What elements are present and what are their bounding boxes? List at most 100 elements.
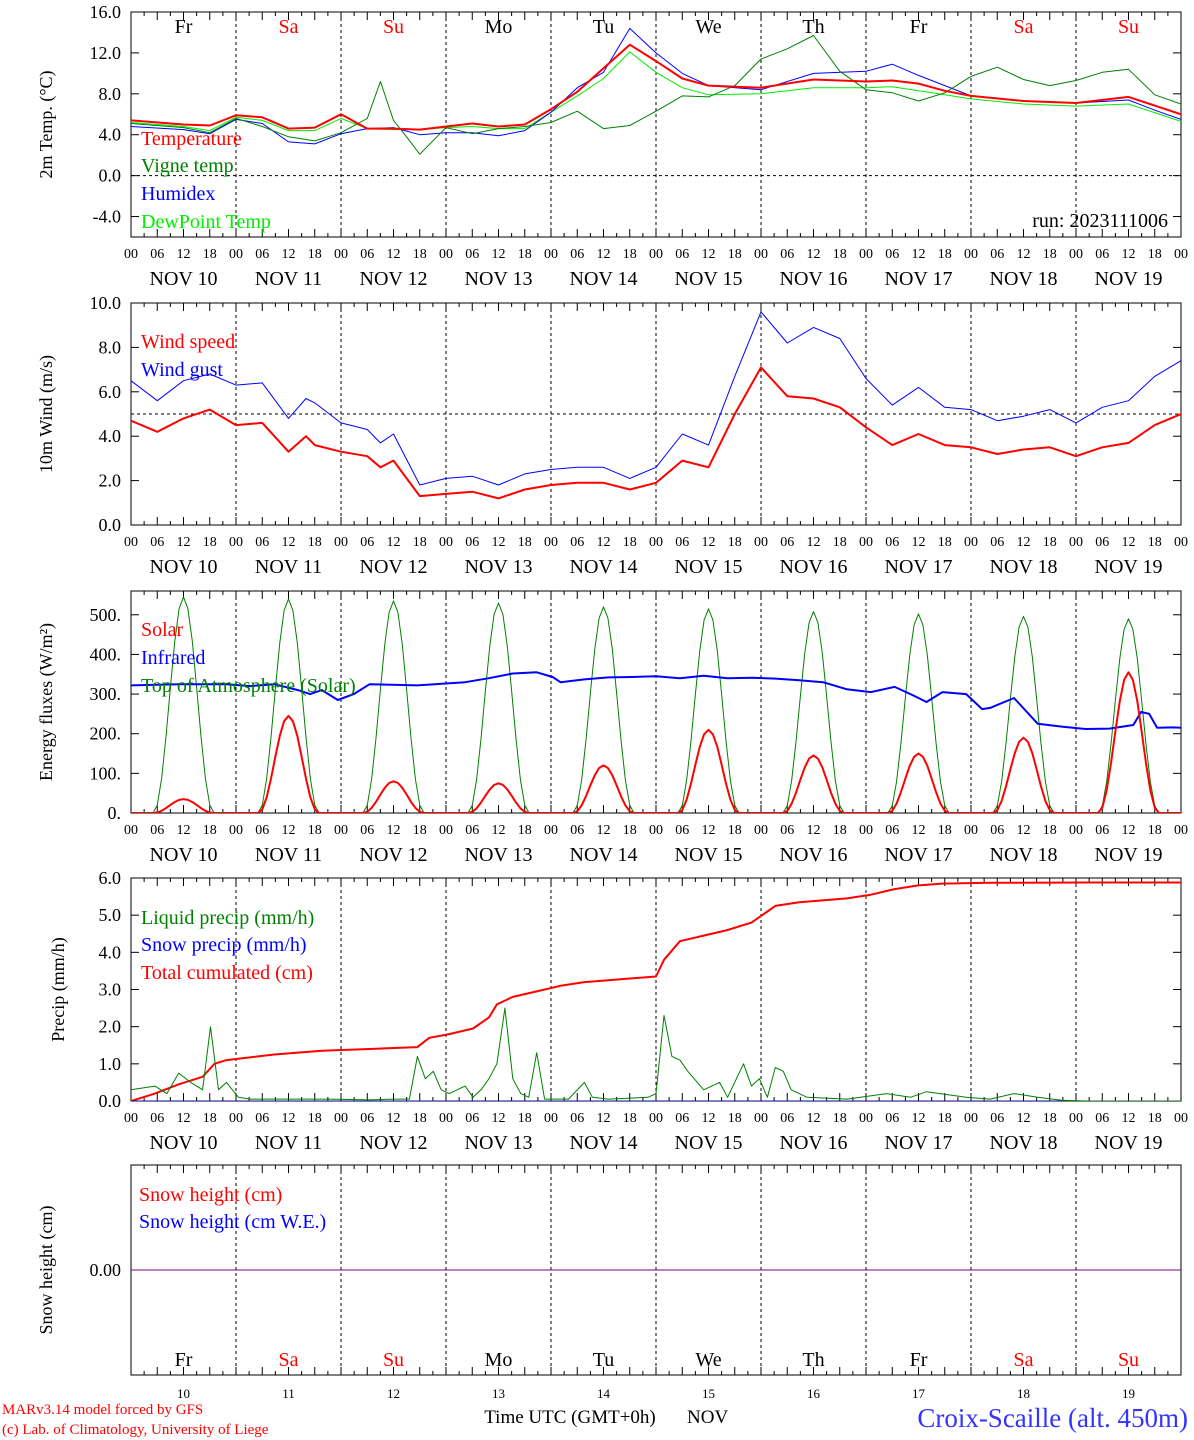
hour-tick-label: 12 bbox=[282, 823, 296, 838]
hour-tick-label: 18 bbox=[728, 247, 742, 262]
hour-tick-label: 12 bbox=[597, 535, 611, 550]
hour-tick-label: 00 bbox=[649, 247, 663, 262]
y-tick-label: 2.0 bbox=[99, 1017, 122, 1037]
y-tick-label: 10.0 bbox=[90, 293, 122, 313]
hour-tick-label: 06 bbox=[570, 823, 584, 838]
series-line-2 bbox=[131, 35, 1181, 155]
hour-tick-label: 00 bbox=[964, 535, 978, 550]
hour-tick-label: 00 bbox=[754, 247, 768, 262]
date-label: NOV 17 bbox=[885, 268, 953, 290]
hour-tick-label: 06 bbox=[885, 247, 899, 262]
hour-tick-label: 12 bbox=[177, 1111, 191, 1126]
date-label: NOV 19 bbox=[1095, 556, 1163, 578]
date-label: NOV 13 bbox=[465, 556, 533, 578]
hour-tick-label: 06 bbox=[780, 1111, 794, 1126]
hour-tick-label: 06 bbox=[255, 823, 269, 838]
legend-entry: Temperature bbox=[141, 128, 242, 150]
hour-tick-label: 18 bbox=[203, 823, 217, 838]
y-axis-label: Snow height (cm) bbox=[36, 1206, 57, 1335]
day-number-label: 10 bbox=[177, 1386, 190, 1401]
y-tick-label: 0.0 bbox=[99, 1091, 122, 1111]
hour-tick-label: 12 bbox=[492, 1111, 506, 1126]
hour-tick-label: 18 bbox=[413, 535, 427, 550]
lab-credit: (c) Lab. of Climatology, University of L… bbox=[2, 1422, 269, 1438]
hour-tick-label: 12 bbox=[597, 1111, 611, 1126]
time-axis-title: Time UTC (GMT+0h) bbox=[484, 1407, 656, 1428]
hour-tick-label: 00 bbox=[964, 823, 978, 838]
y-tick-label: 0.0 bbox=[99, 515, 122, 535]
weekday-label: Fr bbox=[175, 1349, 193, 1371]
hour-tick-label: 06 bbox=[885, 823, 899, 838]
weekday-label: Su bbox=[383, 1349, 404, 1371]
weekday-label: Tu bbox=[593, 16, 615, 38]
hour-tick-label: 06 bbox=[255, 1111, 269, 1126]
hour-tick-label: 18 bbox=[413, 247, 427, 262]
legend-entry: Snow height (cm W.E.) bbox=[139, 1211, 326, 1233]
y-tick-label: 500. bbox=[90, 605, 122, 625]
hour-tick-label: 00 bbox=[964, 247, 978, 262]
y-tick-label: 2.0 bbox=[99, 471, 122, 491]
hour-tick-label: 06 bbox=[570, 535, 584, 550]
date-label: NOV 19 bbox=[1095, 268, 1163, 290]
hour-tick-label: 12 bbox=[1122, 247, 1136, 262]
hour-tick-label: 06 bbox=[1095, 823, 1109, 838]
series-line-3 bbox=[131, 596, 1181, 813]
hour-tick-label: 06 bbox=[885, 535, 899, 550]
hour-tick-label: 12 bbox=[387, 823, 401, 838]
hour-tick-label: 06 bbox=[150, 535, 164, 550]
hour-tick-label: 00 bbox=[859, 1111, 873, 1126]
hour-tick-label: 06 bbox=[780, 535, 794, 550]
hour-tick-label: 18 bbox=[1043, 1111, 1057, 1126]
hour-tick-label: 18 bbox=[203, 1111, 217, 1126]
hour-tick-label: 00 bbox=[439, 535, 453, 550]
y-tick-label: 4.0 bbox=[99, 942, 122, 962]
day-number-label: 12 bbox=[387, 1386, 400, 1401]
date-label: NOV 18 bbox=[990, 1132, 1058, 1154]
hour-tick-label: 18 bbox=[1043, 823, 1057, 838]
hour-tick-label: 06 bbox=[360, 1111, 374, 1126]
hour-tick-label: 18 bbox=[518, 247, 532, 262]
series-group bbox=[131, 311, 1181, 500]
hour-tick-label: 00 bbox=[754, 823, 768, 838]
weekday-label: Sa bbox=[1014, 16, 1034, 38]
hour-tick-label: 00 bbox=[1069, 535, 1083, 550]
y-tick-label: 0.0 bbox=[99, 166, 122, 186]
series-line-3 bbox=[131, 881, 1181, 1101]
weekday-label: Su bbox=[1118, 1349, 1139, 1371]
hour-tick-label: 18 bbox=[728, 535, 742, 550]
weekday-label: Th bbox=[802, 1349, 824, 1371]
weekday-label: Fr bbox=[175, 16, 193, 38]
weekday-label: Sa bbox=[1014, 1349, 1034, 1371]
hour-tick-label: 00 bbox=[334, 1111, 348, 1126]
hour-tick-label: 18 bbox=[308, 535, 322, 550]
hour-tick-label: 06 bbox=[1095, 535, 1109, 550]
hour-tick-label: 00 bbox=[334, 535, 348, 550]
day-number-label: 17 bbox=[912, 1386, 926, 1401]
hour-tick-label: 12 bbox=[387, 1111, 401, 1126]
hour-tick-label: 12 bbox=[912, 247, 926, 262]
y-tick-label: 0.00 bbox=[90, 1260, 122, 1280]
hour-tick-label: 06 bbox=[675, 535, 689, 550]
date-label: NOV 10 bbox=[150, 268, 218, 290]
day-number-label: 15 bbox=[702, 1386, 715, 1401]
hour-tick-label: 12 bbox=[1122, 535, 1136, 550]
hour-tick-label: 00 bbox=[439, 823, 453, 838]
run-annotation: run: 2023111006 bbox=[1032, 210, 1168, 232]
hour-tick-label: 18 bbox=[833, 823, 847, 838]
date-label: NOV 16 bbox=[780, 268, 848, 290]
hour-tick-label: 06 bbox=[780, 823, 794, 838]
hour-tick-label: 06 bbox=[885, 1111, 899, 1126]
panel-3: 0. 100. 200. 300. 400. 500. Energy fluxes (W/m… bbox=[36, 590, 1188, 866]
hour-tick-label: 18 bbox=[728, 1111, 742, 1126]
hour-tick-label: 00 bbox=[544, 535, 558, 550]
legend-entry: Vigne temp bbox=[141, 155, 234, 177]
y-tick-label: 200. bbox=[90, 724, 122, 744]
hour-tick-label: 18 bbox=[413, 1111, 427, 1126]
model-credit: MARv3.14 model forced by GFS bbox=[2, 1402, 203, 1418]
date-label: NOV 11 bbox=[255, 1132, 322, 1154]
weekday-label: Mo bbox=[485, 16, 513, 38]
hour-tick-label: 06 bbox=[465, 247, 479, 262]
hour-tick-label: 12 bbox=[177, 247, 191, 262]
hour-tick-label: 18 bbox=[518, 1111, 532, 1126]
month-label: NOV bbox=[687, 1407, 728, 1428]
